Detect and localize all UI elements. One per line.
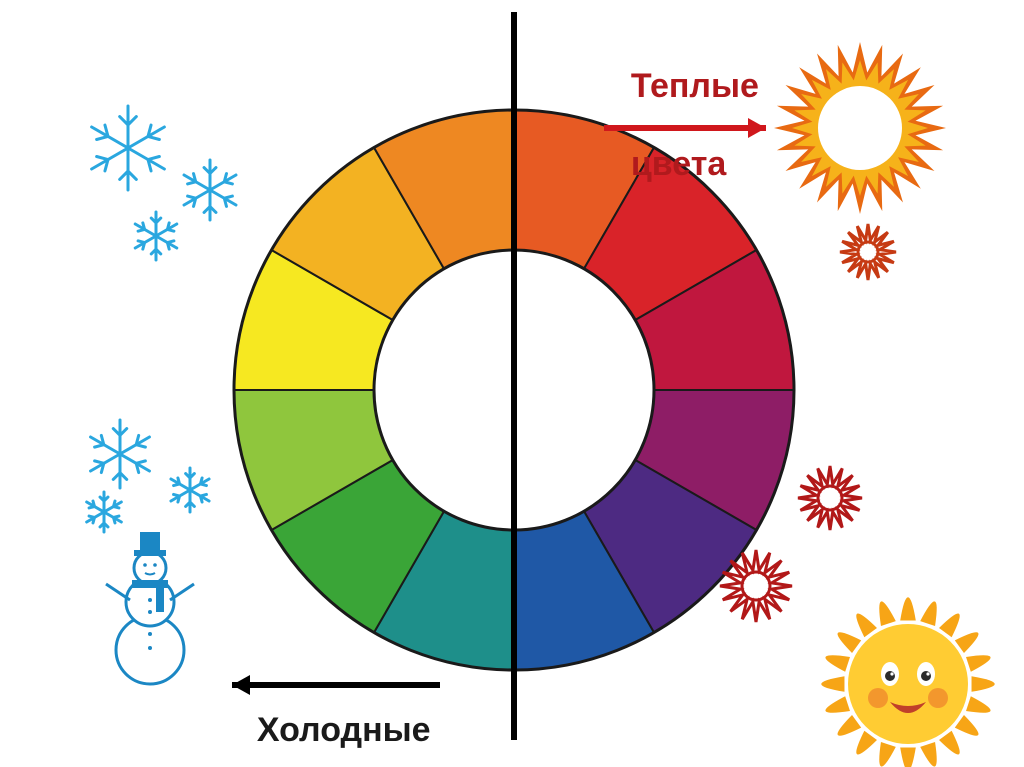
- small-sun-icon: [720, 550, 792, 622]
- diagram-svg: [0, 0, 1024, 767]
- warm-colors-label: Теплые цвета: [612, 28, 759, 184]
- warm-line2: цвета: [631, 145, 726, 183]
- snowflake-icon: [92, 106, 165, 190]
- snowflake-icon: [87, 492, 122, 532]
- cartoon-sun-icon: [821, 597, 995, 767]
- snowman-icon: [106, 532, 194, 684]
- snowflake-icon: [135, 212, 177, 260]
- small-sun-icon: [798, 466, 862, 530]
- color-wheel-infographic: { "type": "infographic", "canvas": { "wi…: [0, 0, 1024, 767]
- cold-colors-label: Холодные цвета: [238, 672, 431, 767]
- small-sun-icon: [840, 224, 896, 280]
- snowflake-icon: [91, 420, 150, 488]
- sun-core: [818, 86, 902, 170]
- snowflake-icon: [184, 160, 236, 220]
- snowflake-icon: [171, 468, 209, 512]
- cold-line1: Холодные: [257, 711, 431, 749]
- warm-line1: Теплые: [631, 67, 759, 105]
